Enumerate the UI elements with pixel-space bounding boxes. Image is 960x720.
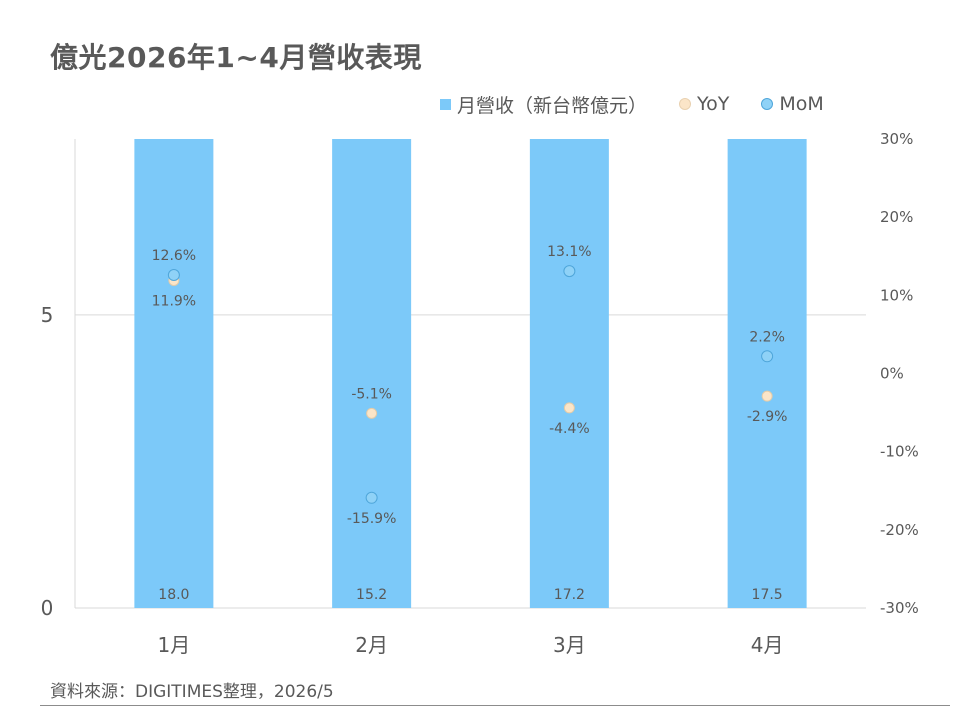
bar-1 [134, 139, 214, 608]
mom-point-1 [167, 269, 180, 282]
yoy-point-2 [366, 407, 378, 419]
legend-swatch-mom [761, 98, 774, 110]
mom-data-label: 2.2% [749, 329, 785, 345]
bar-value-label: 15.2 [356, 587, 387, 603]
mom-point-2 [365, 491, 378, 504]
y-right-tick-label: 10% [880, 286, 913, 304]
mom-point-3 [563, 265, 576, 278]
bar-value-label: 17.5 [752, 587, 783, 603]
yoy-point-4 [761, 390, 773, 402]
y-right-tick-label: 20% [880, 208, 913, 226]
mom-data-label: 12.6% [152, 248, 196, 264]
source-note: 資料來源：DIGITIMES整理，2026/5 [50, 682, 334, 702]
legend-swatch-yoy [679, 98, 692, 110]
chart-legend: 月營收（新台幣億元） YoY MoM [440, 91, 856, 118]
y-right-tick-label: -20% [880, 521, 919, 539]
chart-title: 億光2026年1~4月營收表現 [50, 41, 422, 74]
legend-item-revenue: 月營收（新台幣億元） [440, 91, 647, 118]
legend-label-revenue: 月營收（新台幣億元） [457, 94, 648, 117]
legend-label-mom: MoM [779, 93, 824, 115]
x-tick-label: 1月 [158, 633, 191, 657]
mom-point-4 [761, 350, 774, 363]
yoy-data-label: -2.9% [747, 409, 788, 425]
yoy-data-label: -4.4% [549, 421, 590, 437]
legend-item-yoy: YoY [679, 93, 729, 115]
mom-data-label: -15.9% [347, 511, 397, 527]
x-tick-label: 4月 [751, 633, 784, 657]
mom-data-label: 13.1% [547, 244, 591, 260]
y-left-tick-label: 0 [41, 596, 54, 620]
y-right-tick-label: -10% [880, 443, 919, 461]
legend-item-mom: MoM [761, 93, 824, 115]
bar-4 [727, 139, 807, 608]
bar-2 [332, 139, 412, 608]
y-right-tick-label: 0% [880, 365, 904, 383]
yoy-point-3 [563, 402, 575, 414]
yoy-data-label: 11.9% [152, 293, 196, 309]
y-right-tick-label: -30% [880, 599, 919, 617]
legend-label-yoy: YoY [697, 93, 730, 115]
legend-swatch-revenue [440, 98, 451, 110]
bar-value-label: 18.0 [158, 587, 189, 603]
y-left-tick-label: 5 [41, 303, 54, 327]
bottom-divider [40, 705, 950, 706]
yoy-data-label: -5.1% [351, 386, 392, 402]
bar-3 [529, 139, 609, 608]
x-tick-label: 2月 [355, 633, 388, 657]
bar-value-label: 17.2 [554, 587, 585, 603]
x-tick-label: 3月 [553, 633, 586, 657]
y-right-tick-label: 30% [880, 130, 913, 148]
